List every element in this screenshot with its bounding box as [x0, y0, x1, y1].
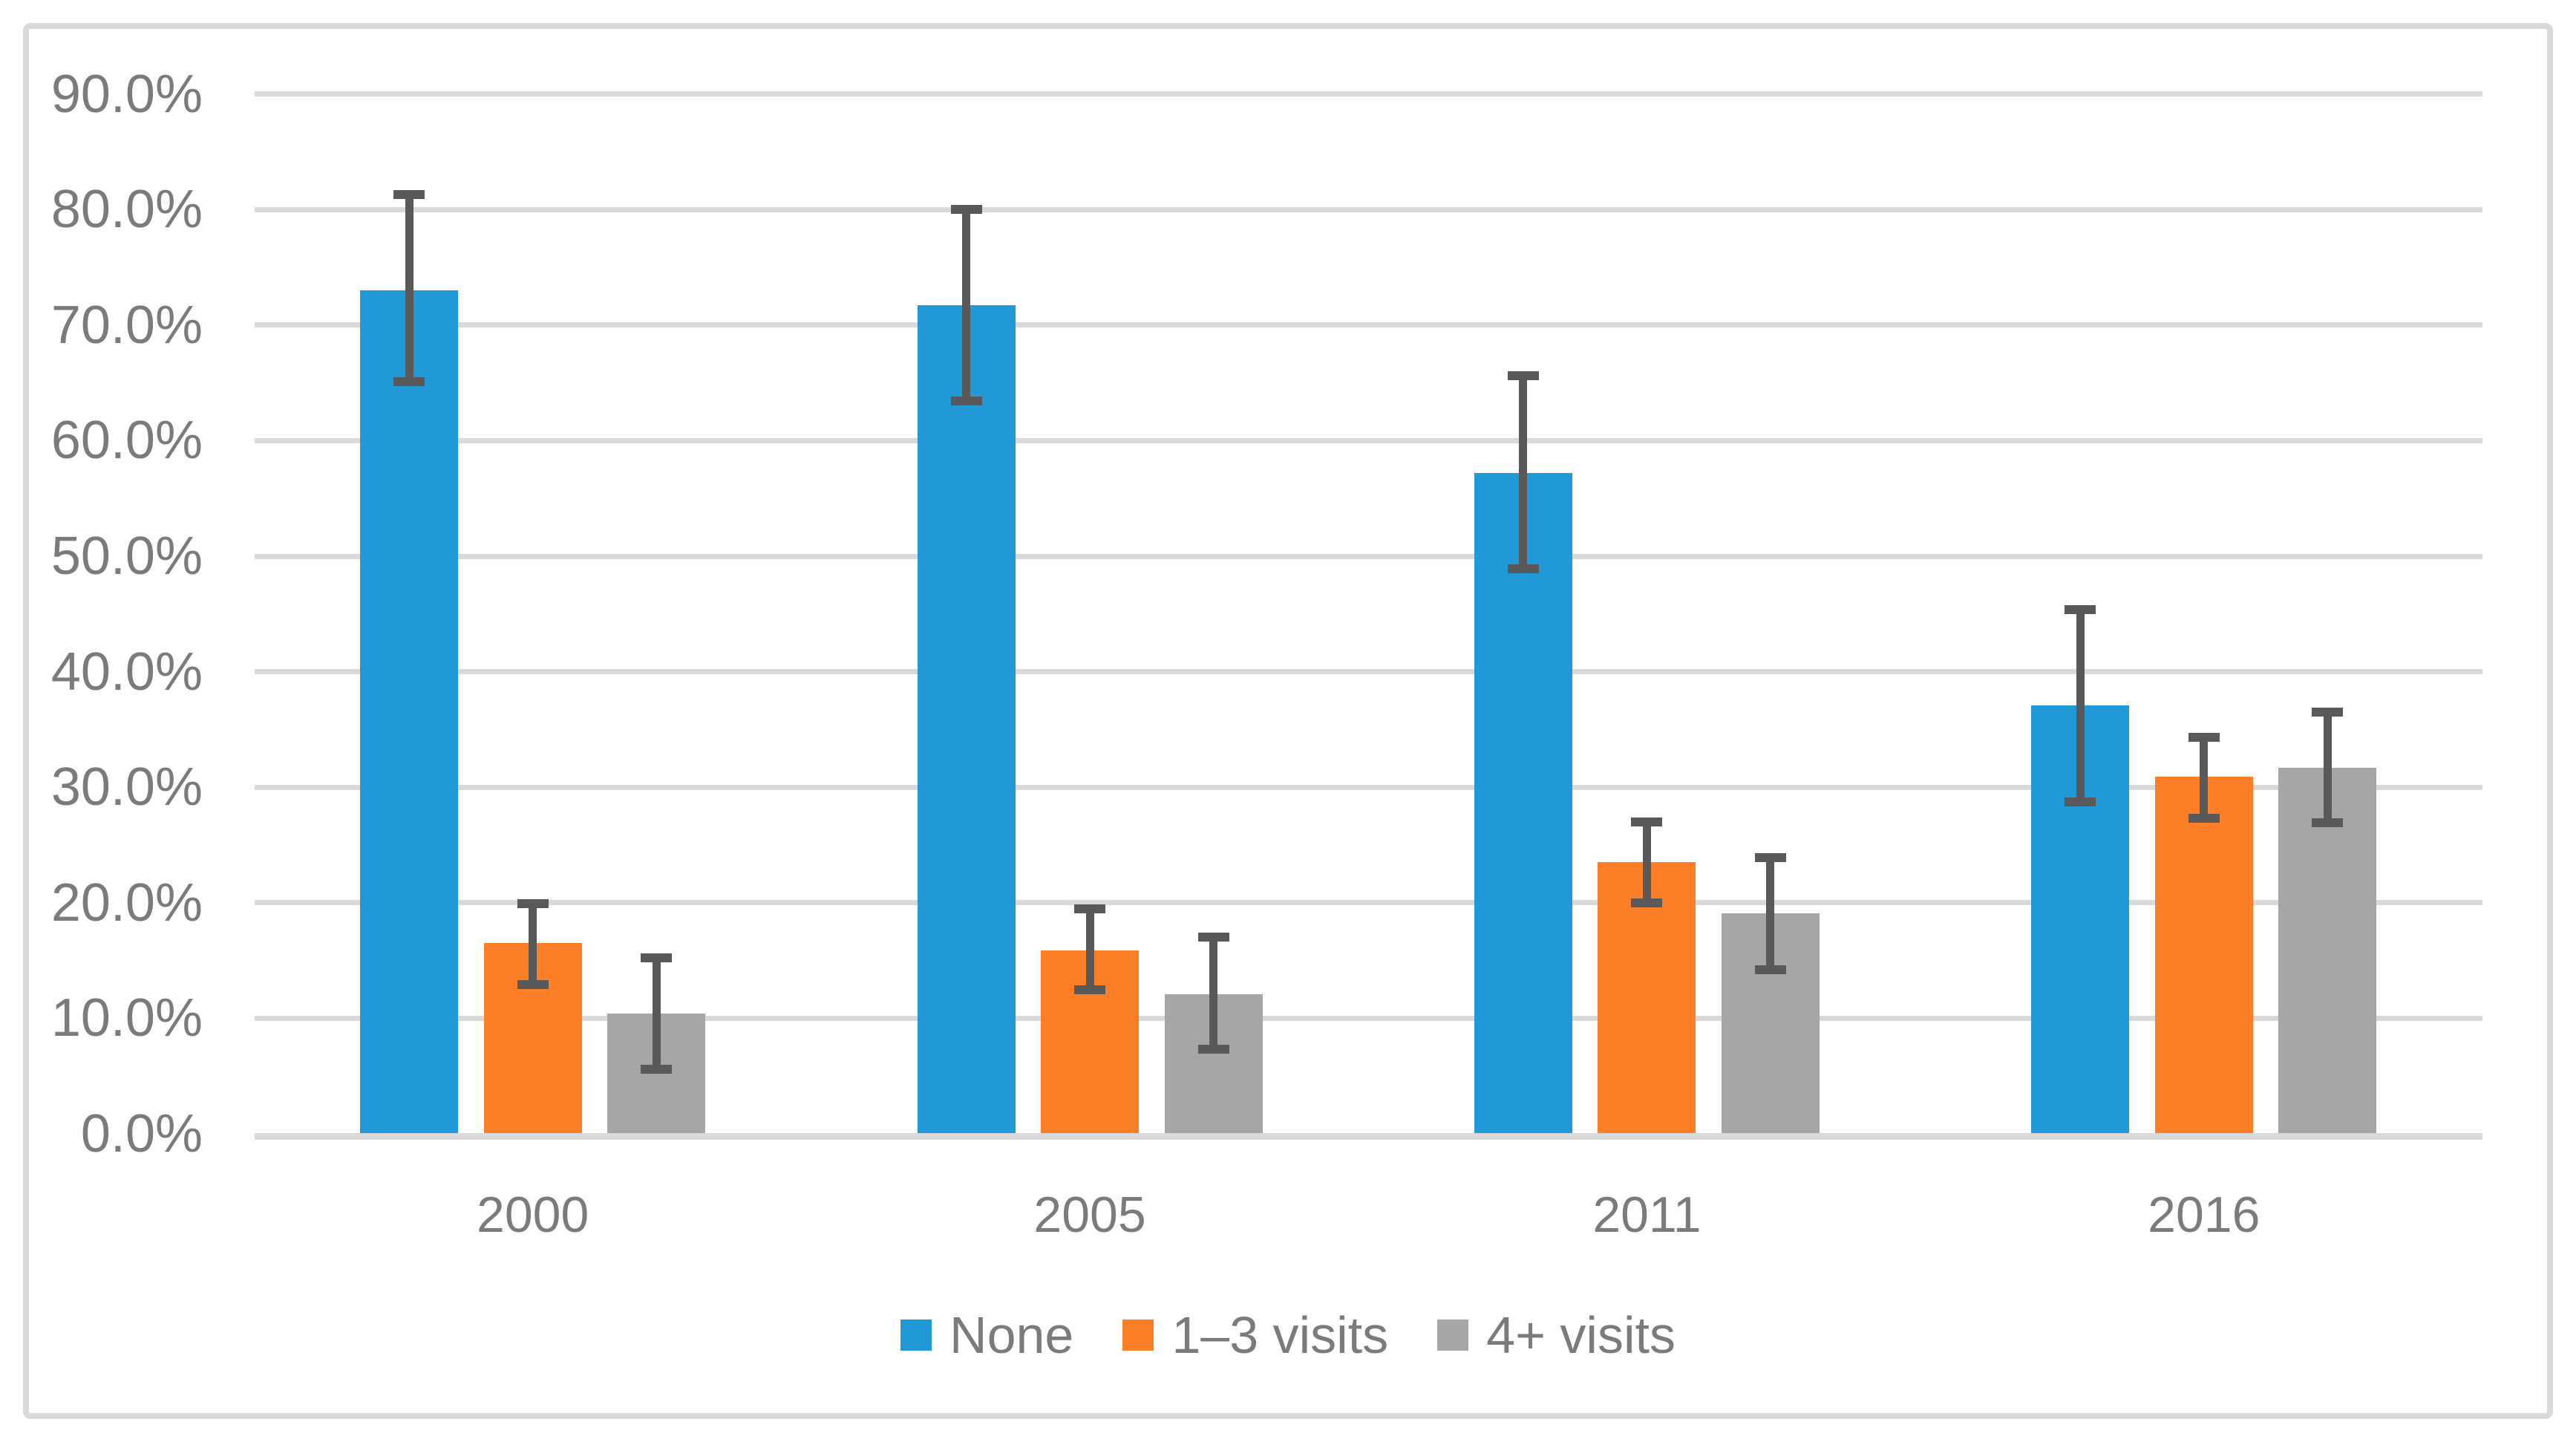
y-tick-label-90: 90.0%: [50, 64, 203, 124]
legend: None 1–3 visits 4+ visits: [0, 1305, 2576, 1365]
legend-label-None: None: [949, 1306, 1074, 1364]
gridline-70: [254, 322, 2482, 328]
error-bar-line-None-2016: [2076, 609, 2085, 803]
x-category-label-2011: 2011: [1592, 1187, 1701, 1243]
error-bar-cap-bottom-4visits-2011: [1754, 965, 1786, 975]
y-tick-label-60: 60.0%: [50, 411, 203, 471]
error-bar-cap-bottom-13visits-2000: [517, 980, 549, 990]
legend-swatch-None: [900, 1319, 932, 1351]
y-tick-label-20: 20.0%: [50, 872, 203, 933]
error-bar-cap-bottom-4visits-2005: [1197, 1045, 1229, 1054]
y-tick-label-70: 70.0%: [50, 295, 203, 355]
error-bar-line-None-2005: [962, 209, 971, 402]
legend-label-13visits: 1–3 visits: [1171, 1306, 1389, 1364]
legend-swatch-13visits: [1122, 1319, 1154, 1351]
legend-label-4visits: 4+ visits: [1486, 1306, 1676, 1364]
error-bar-cap-bottom-13visits-2005: [1074, 985, 1106, 994]
error-bar-cap-bottom-4visits-2000: [641, 1064, 673, 1074]
error-bar-line-13visits-2005: [1085, 908, 1094, 990]
error-bar-cap-top-4visits-2000: [641, 953, 673, 963]
bar-13visits-2016: [2154, 777, 2253, 1134]
gridline-60: [254, 437, 2482, 443]
error-bar-cap-top-None-2000: [393, 189, 425, 199]
error-bar-cap-top-13visits-2016: [2188, 733, 2220, 743]
gridline-20: [254, 900, 2482, 906]
bar-13visits-2011: [1598, 862, 1696, 1134]
error-bar-cap-top-13visits-2000: [517, 899, 549, 909]
x-category-label-2005: 2005: [1033, 1187, 1146, 1243]
legend-item-4visits: 4+ visits: [1437, 1305, 1676, 1365]
error-bar-cap-top-4visits-2016: [2312, 708, 2344, 717]
legend-item-None: None: [900, 1305, 1073, 1365]
x-category-label-2016: 2016: [2148, 1187, 2260, 1243]
error-bar-cap-top-None-2005: [950, 205, 982, 215]
bar-None-2000: [360, 290, 459, 1134]
error-bar-line-4visits-2016: [2323, 712, 2332, 823]
error-bar-line-13visits-2016: [2200, 737, 2209, 819]
gridline-80: [254, 206, 2482, 212]
y-tick-label-50: 50.0%: [50, 526, 203, 586]
error-bar-line-4visits-2011: [1766, 858, 1775, 970]
error-bar-cap-bottom-None-2016: [2065, 797, 2096, 807]
error-bar-cap-bottom-4visits-2016: [2312, 818, 2344, 828]
gridline-90: [254, 91, 2482, 97]
error-bar-line-4visits-2005: [1209, 937, 1218, 1050]
error-bar-cap-top-4visits-2011: [1754, 853, 1786, 863]
error-bar-cap-top-13visits-2011: [1631, 817, 1663, 826]
error-bar-line-4visits-2000: [652, 958, 661, 1069]
error-bar-cap-top-None-2016: [2065, 604, 2096, 614]
error-bar-cap-bottom-None-2011: [1507, 564, 1539, 574]
error-bar-cap-top-13visits-2005: [1074, 904, 1106, 913]
error-bar-line-None-2000: [405, 194, 413, 382]
y-tick-label-10: 10.0%: [50, 988, 203, 1048]
y-tick-label-30: 30.0%: [50, 757, 203, 818]
error-bar-cap-bottom-13visits-2016: [2188, 814, 2220, 823]
legend-swatch-4visits: [1437, 1319, 1469, 1351]
error-bar-line-None-2011: [1519, 376, 1528, 570]
error-bar-cap-bottom-13visits-2011: [1631, 898, 1663, 907]
error-bar-line-13visits-2011: [1642, 821, 1651, 903]
y-tick-label-40: 40.0%: [50, 642, 203, 702]
error-bar-cap-bottom-None-2000: [393, 377, 425, 387]
gridline-30: [254, 784, 2482, 790]
figure-border: [23, 23, 2553, 1419]
error-bar-line-13visits-2000: [529, 904, 537, 985]
legend-item-13visits: 1–3 visits: [1122, 1305, 1388, 1365]
error-bar-cap-top-4visits-2005: [1197, 933, 1229, 942]
x-category-label-2000: 2000: [477, 1187, 589, 1243]
gridline-10: [254, 1015, 2482, 1021]
error-bar-cap-top-None-2011: [1507, 371, 1539, 381]
y-tick-label-80: 80.0%: [50, 180, 203, 240]
bar-None-2005: [917, 305, 1016, 1134]
y-tick-label-0: 0.0%: [80, 1104, 203, 1164]
error-bar-cap-bottom-None-2005: [950, 397, 982, 406]
bar-None-2011: [1474, 472, 1572, 1134]
gridline-50: [254, 553, 2482, 559]
bar-4visits-2016: [2278, 767, 2377, 1134]
x-axis-line: [254, 1133, 2482, 1140]
gridline-40: [254, 669, 2482, 675]
